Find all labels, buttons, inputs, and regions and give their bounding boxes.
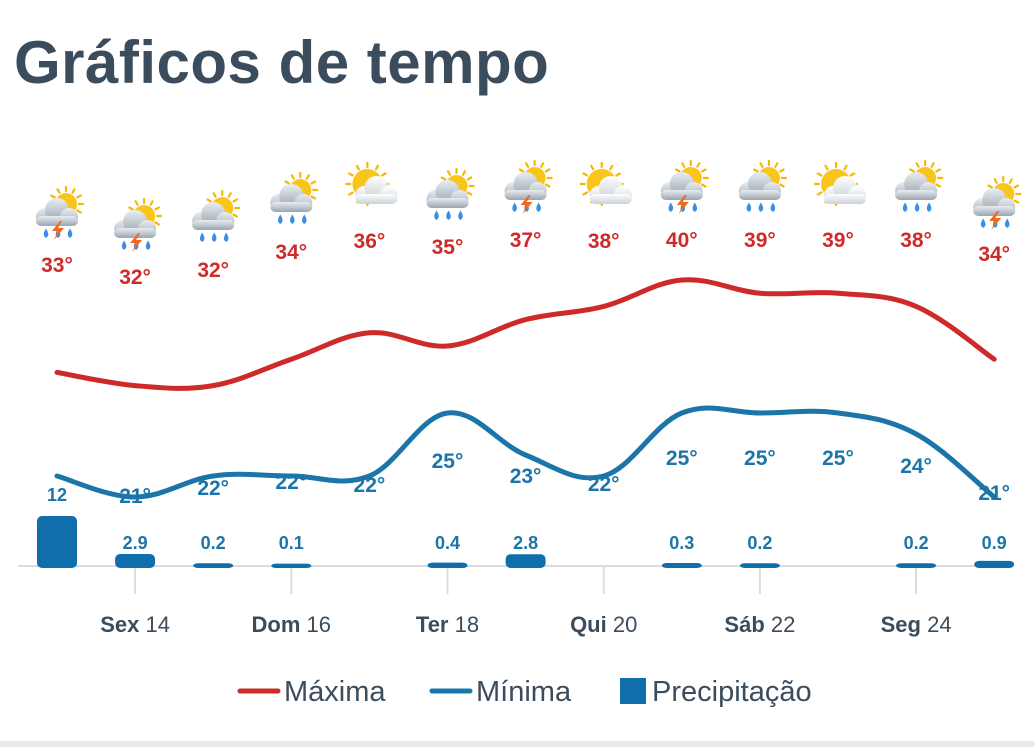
max-temp-label: 38° (900, 229, 932, 252)
precip-value-label: 12 (47, 485, 67, 505)
precip-bar (739, 563, 780, 568)
min-temp-label: 25° (666, 447, 698, 470)
x-tick-label: Sáb 22 (724, 612, 795, 637)
min-temp-label: 25° (744, 447, 776, 470)
legend-item-precipitacao[interactable]: Precipitação (620, 676, 812, 708)
max-temp-label: 39° (744, 229, 776, 252)
precip-value-label: 0.2 (201, 533, 226, 553)
rain-partly-sunny-icon (426, 167, 475, 220)
precip-bar (193, 563, 234, 568)
rain-partly-sunny-icon (738, 159, 788, 212)
max-temp-label: 40° (666, 229, 698, 252)
partly-cloudy-icon (813, 161, 866, 207)
precip-value-label: 2.8 (513, 533, 538, 553)
series-line-maxima (54, 277, 997, 391)
min-temp-label: 21° (978, 482, 1010, 505)
precip-bar (974, 560, 1015, 568)
legend-item-maxima[interactable]: Máxima (237, 676, 386, 708)
rain-partly-sunny-icon (192, 189, 241, 242)
precip-value-label: 0.4 (435, 533, 460, 553)
legend-label: Precipitação (652, 676, 812, 708)
rain-partly-sunny-icon (895, 159, 944, 212)
precip-value-label: 0.3 (669, 533, 694, 553)
precip-bar (37, 516, 77, 568)
precip-value-label: 0.9 (982, 533, 1007, 553)
thunderstorm-rain-icon (660, 159, 709, 214)
max-temp-label: 37° (510, 229, 542, 252)
min-temp-label: 25° (822, 447, 854, 470)
precip-bar (115, 554, 156, 568)
partly-cloudy-icon (345, 161, 398, 207)
max-temp-label: 35° (432, 236, 464, 259)
precip-value-label: 0.1 (279, 533, 304, 553)
min-temp-label: 21° (119, 485, 151, 508)
max-temp-label: 34° (978, 243, 1010, 266)
x-tick-label: Ter 18 (416, 612, 479, 637)
x-tick-label: Dom 16 (252, 612, 331, 637)
max-temp-label: 38° (588, 230, 620, 253)
precip-bar (271, 563, 312, 568)
precip-value-label: 0.2 (904, 533, 929, 553)
min-temp-label: 25° (432, 450, 464, 473)
precip-bar (427, 562, 468, 568)
max-temp-label: 36° (354, 230, 386, 253)
precip-bar (896, 563, 937, 568)
min-temp-label: 22° (354, 474, 386, 497)
legend-label: Máxima (284, 676, 386, 708)
min-temp-label: 23° (510, 465, 542, 488)
partly-cloudy-icon (579, 161, 632, 207)
legend-swatch (620, 678, 646, 704)
min-temp-label: 22° (588, 473, 620, 496)
thunderstorm-rain-icon (973, 175, 1022, 230)
min-temp-label: 22° (275, 471, 307, 494)
thunderstorm-rain-icon (114, 197, 163, 252)
precip-value-label: 0.2 (747, 533, 772, 553)
precip-bar (661, 562, 702, 568)
x-tick-label: Qui 20 (570, 612, 637, 637)
precip-bar (505, 554, 546, 568)
legend-item-minima[interactable]: Mínima (429, 676, 572, 708)
max-temp-label: 34° (275, 241, 307, 264)
max-temp-label: 32° (197, 259, 229, 282)
x-tick-label: Sex 14 (100, 612, 170, 637)
max-temp-label: 39° (822, 229, 854, 252)
max-temp-label: 33° (41, 254, 73, 277)
page-title: Gráficos de tempo (14, 29, 550, 96)
min-temp-label: 22° (197, 477, 229, 500)
precip-value-label: 2.9 (123, 533, 148, 553)
thunderstorm-rain-icon (504, 159, 553, 214)
series-line-minima (54, 405, 997, 500)
legend-label: Mínima (476, 676, 572, 708)
rain-partly-sunny-icon (270, 171, 319, 224)
bottom-divider (0, 741, 1034, 747)
max-temp-label: 32° (119, 266, 151, 289)
x-tick-label: Seg 24 (881, 612, 952, 637)
min-temp-label: 24° (900, 455, 932, 478)
thunderstorm-rain-icon (36, 185, 85, 240)
